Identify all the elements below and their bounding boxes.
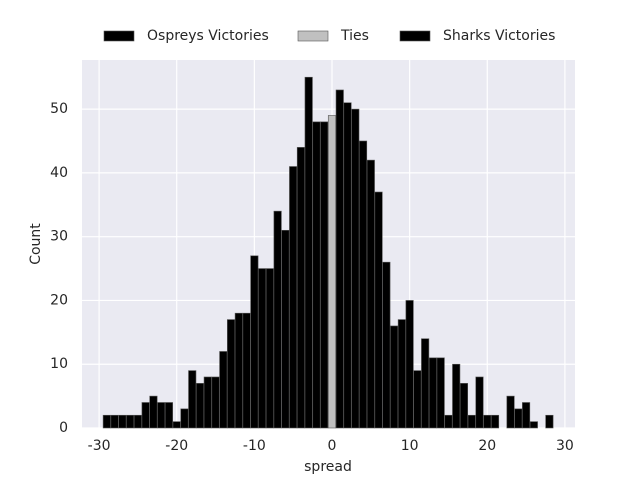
bar — [102, 414, 111, 429]
bar — [529, 421, 538, 429]
bar — [491, 414, 500, 429]
bar — [405, 300, 414, 429]
bar — [157, 402, 166, 429]
bar — [180, 408, 189, 429]
x-tick-label: 10 — [401, 438, 419, 454]
x-tick-label: -20 — [165, 438, 188, 454]
bar — [390, 325, 399, 429]
bar — [327, 115, 337, 429]
x-tick-label: -10 — [243, 438, 266, 454]
bar — [382, 261, 391, 429]
bar — [452, 363, 461, 429]
y-tick-label: 30 — [50, 229, 68, 245]
bar — [133, 414, 142, 429]
y-tick-label: 0 — [59, 420, 68, 436]
bar — [188, 370, 197, 429]
bar — [444, 414, 453, 429]
bar — [483, 414, 492, 429]
bar — [195, 383, 205, 429]
bar — [335, 89, 344, 429]
bar — [428, 357, 437, 429]
legend-label: Ospreys Victories — [147, 28, 269, 44]
bar — [211, 376, 220, 429]
bar — [164, 402, 173, 429]
bar — [265, 268, 274, 429]
bar — [281, 229, 290, 429]
bar — [320, 121, 329, 429]
bar — [436, 357, 445, 429]
y-tick-label: 50 — [50, 101, 68, 117]
bar — [514, 408, 523, 429]
bar — [312, 121, 321, 429]
bar — [227, 319, 236, 429]
legend-swatch — [399, 30, 431, 42]
x-tick-label: 0 — [328, 438, 337, 454]
bar — [459, 383, 469, 429]
bar — [545, 414, 554, 429]
legend-swatch — [103, 30, 135, 42]
bar — [126, 414, 135, 429]
bar — [118, 414, 127, 429]
bar — [421, 338, 430, 429]
bar — [141, 402, 150, 429]
bar — [413, 370, 422, 429]
bar — [242, 312, 251, 429]
x-tick-label: 20 — [478, 438, 496, 454]
bar — [351, 108, 360, 429]
bar — [359, 140, 368, 429]
bar — [250, 255, 259, 429]
bar — [475, 376, 484, 429]
y-tick-label: 40 — [50, 165, 68, 181]
bar — [467, 414, 476, 429]
legend-label: Sharks Victories — [443, 28, 555, 44]
bar — [258, 268, 267, 429]
bar — [273, 210, 282, 429]
bar — [304, 76, 313, 429]
bar — [374, 191, 383, 429]
bar — [506, 395, 515, 429]
bar — [522, 402, 531, 429]
x-tick-label: 30 — [556, 438, 574, 454]
bar — [289, 166, 298, 429]
bar — [110, 414, 119, 429]
y-tick-label: 10 — [50, 356, 68, 372]
y-axis-label: Count — [28, 223, 44, 265]
bar — [296, 147, 305, 429]
bar — [366, 159, 375, 429]
x-tick-label: -30 — [88, 438, 111, 454]
bar — [234, 312, 243, 429]
bar — [219, 351, 228, 429]
bar — [149, 395, 158, 429]
y-tick-label: 20 — [50, 292, 68, 308]
bar — [343, 102, 352, 429]
bar — [172, 421, 181, 429]
bar — [397, 319, 406, 429]
legend-swatch — [297, 30, 329, 42]
x-axis-label: spread — [304, 459, 352, 475]
legend-label: Ties — [340, 28, 369, 44]
bar — [203, 376, 212, 429]
